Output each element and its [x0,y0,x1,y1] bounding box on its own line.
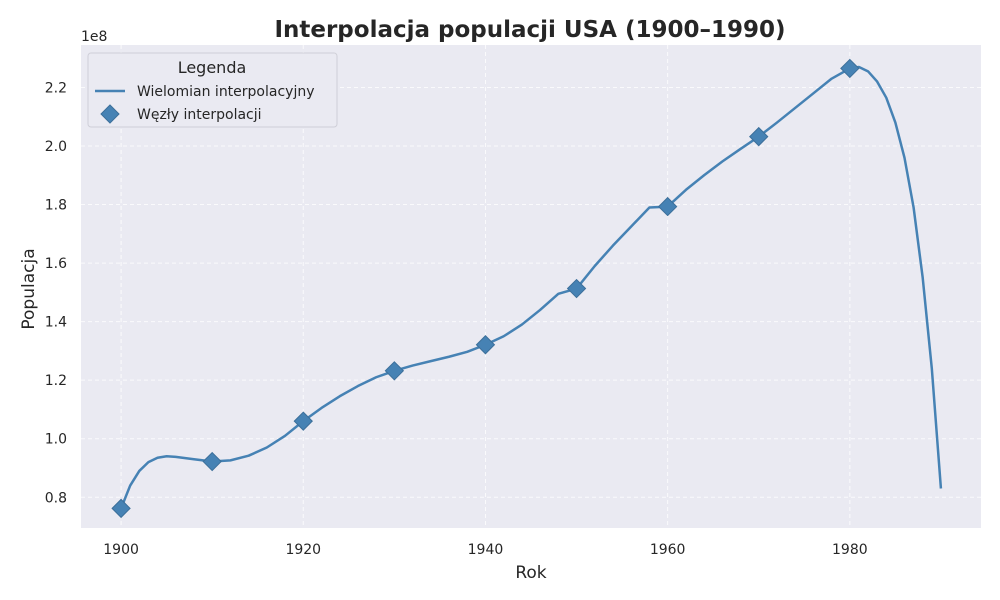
y-tick-label: 1.4 [45,315,67,331]
y-tick-label: 1.2 [45,373,67,389]
interpolation-node [111,498,131,519]
legend-entry-markers: Węzły interpolacji [137,107,262,123]
series [111,58,943,519]
interpolation-node [840,58,860,79]
x-axis-label: Rok [515,563,546,583]
tick-labels: 1900 1920 1940 1960 1980 0.8 1.0 1.2 1.4 1.6 1.8 2.… [45,80,868,558]
y-axis-label: Populacja [19,248,39,329]
legend-entry-line: Wielomian interpolacyjny [137,84,315,100]
interpolation-node [657,196,678,217]
y-tick-label: 1.8 [45,198,67,214]
interpolation-node [749,126,769,147]
interpolation-node [384,361,405,381]
y-tick-label: 2.2 [45,80,67,96]
interpolation-node [202,451,222,472]
x-tick-label: 1980 [832,542,868,558]
x-tick-label: 1960 [650,542,686,558]
x-tick-label: 1920 [285,542,321,558]
y-offset-label: 1e8 [81,29,107,45]
interpolation-line [119,65,943,509]
y-tick-label: 1.0 [45,432,67,448]
grid [81,45,981,528]
y-tick-label: 1.6 [45,256,67,272]
legend-title: Legenda [178,58,247,77]
y-tick-label: 0.8 [45,490,67,506]
interpolation-node [566,278,587,299]
chart-title: Interpolacja populacji USA (1900–1990) [274,17,785,43]
legend-diamond-swatch [100,104,120,124]
legend: Legenda Wielomian interpolacyjny Węzły i… [87,52,338,128]
y-tick-label: 2.0 [45,139,67,155]
legend-box [87,52,338,128]
x-tick-label: 1940 [468,542,504,558]
interpolation-node [475,335,496,355]
x-tick-label: 1900 [103,542,139,558]
interpolation-node [293,411,313,431]
